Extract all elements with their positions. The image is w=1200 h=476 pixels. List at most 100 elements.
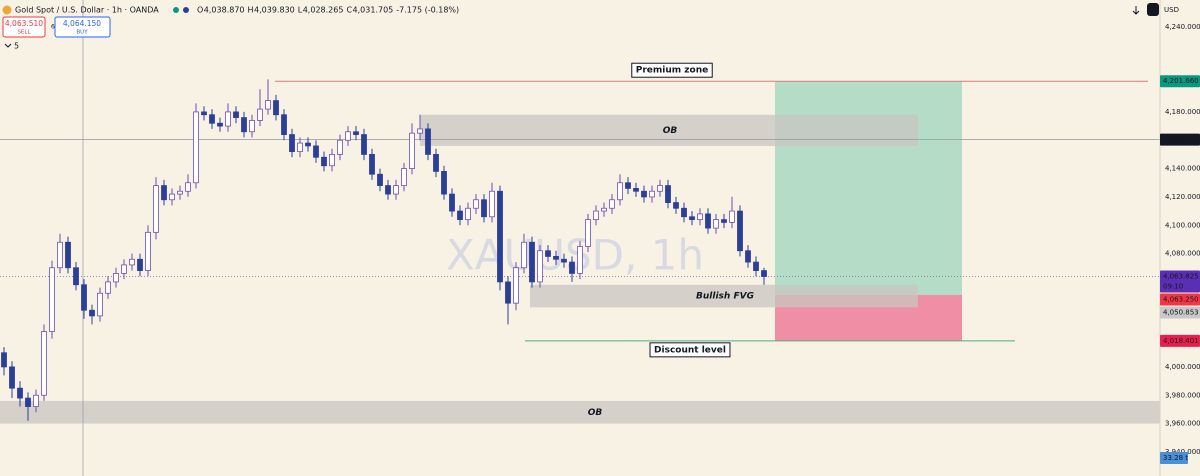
candle-body bbox=[1, 352, 7, 368]
candle-body bbox=[697, 213, 703, 220]
candle-body bbox=[49, 267, 55, 332]
candle-body bbox=[641, 190, 647, 198]
candle-body bbox=[241, 117, 247, 133]
countdown: 09:10 bbox=[1163, 282, 1183, 290]
price-label bbox=[1160, 133, 1200, 146]
candle-body bbox=[593, 210, 599, 220]
candle-body bbox=[737, 210, 743, 252]
candle-body bbox=[41, 331, 47, 396]
zone bbox=[0, 400, 1160, 424]
candle-body bbox=[137, 258, 143, 271]
y-tick-label: 4,180.000 bbox=[1165, 108, 1200, 116]
candle-body bbox=[153, 185, 159, 233]
currency[interactable]: USD bbox=[1164, 6, 1179, 14]
y-tick-label: 4,080.000 bbox=[1165, 250, 1200, 258]
candle-body bbox=[329, 154, 335, 167]
ohlc: O 4,038.870 H 4,039.830 L 4,028.265 C 4,031.705… bbox=[197, 6, 459, 15]
candle-body bbox=[689, 216, 695, 220]
zone-label: Bullish FVG bbox=[696, 292, 754, 302]
label-box bbox=[631, 62, 713, 78]
price-label-text: 4,063.825 bbox=[1163, 272, 1199, 280]
level-label: Discount level bbox=[649, 342, 731, 358]
y-tick-label: 4,100.000 bbox=[1165, 221, 1200, 229]
candle-body bbox=[369, 154, 375, 175]
price-label-text: 4,018.401 bbox=[1163, 337, 1199, 345]
candle-body bbox=[713, 219, 719, 229]
ohlc-key: O bbox=[197, 6, 203, 15]
level-label: Premium zone bbox=[631, 62, 713, 78]
candle-body bbox=[65, 241, 71, 269]
candle-body bbox=[425, 128, 431, 155]
candle-body bbox=[633, 188, 639, 192]
candle-body bbox=[521, 241, 527, 269]
candle-body bbox=[9, 366, 15, 389]
price-label bbox=[1160, 75, 1200, 88]
candle-body bbox=[225, 111, 231, 127]
candle-body bbox=[673, 202, 679, 209]
candle-body bbox=[257, 108, 263, 121]
candle-body bbox=[337, 139, 343, 155]
candle-body bbox=[473, 199, 479, 209]
candle-body bbox=[345, 131, 351, 141]
candle-body bbox=[273, 100, 279, 116]
header: Gold Spot / U.S. Dollar · 1h · OANDA O 4,… bbox=[2, 3, 1179, 51]
candle-body bbox=[553, 256, 559, 260]
y-tick-label: 4,240.000 bbox=[1165, 23, 1200, 31]
profit-area bbox=[775, 81, 962, 295]
symbol: Gold Spot / U.S. Dollar · 1h · OANDA bbox=[15, 6, 159, 15]
zone bbox=[530, 284, 918, 308]
buy-price: 4,064.150 bbox=[63, 19, 101, 28]
candle-body bbox=[57, 241, 63, 269]
candle-body bbox=[481, 199, 487, 218]
zone-label: OB bbox=[588, 408, 603, 418]
candle-body bbox=[625, 182, 631, 189]
price-axis: 4,240.000 4,180.000 4,140.000 4,120.000 4,10… bbox=[1160, 23, 1200, 464]
candle-body bbox=[185, 182, 191, 192]
sell-button[interactable] bbox=[2, 16, 46, 38]
candle-body bbox=[569, 261, 575, 274]
candle-body bbox=[657, 185, 663, 192]
candle-body bbox=[113, 273, 119, 283]
buy-label: BUY bbox=[76, 30, 88, 36]
ohlc-key: H bbox=[248, 6, 254, 15]
y-tick-label: 3,940.000 bbox=[1165, 448, 1200, 456]
status-dot bbox=[173, 7, 179, 13]
candle-body bbox=[305, 142, 311, 147]
buy-button[interactable] bbox=[54, 16, 111, 38]
candle-body bbox=[17, 387, 23, 399]
candle-body bbox=[201, 111, 207, 116]
candle-body bbox=[705, 213, 711, 229]
badge bbox=[1160, 452, 1188, 464]
lock-button[interactable] bbox=[1147, 3, 1159, 16]
candle-body bbox=[577, 246, 583, 274]
indicators-count: 5 bbox=[14, 42, 19, 51]
candle-body bbox=[33, 394, 39, 407]
candle-body bbox=[721, 219, 727, 223]
y-tick-label: 4,140.000 bbox=[1165, 165, 1200, 173]
candle-body bbox=[497, 190, 503, 283]
candle-body bbox=[209, 114, 215, 124]
watermark: XAUUSD, 1h bbox=[446, 231, 704, 280]
price-label-text: 4,063.250 bbox=[1163, 295, 1199, 303]
candle-body bbox=[81, 284, 87, 311]
level-text: Premium zone bbox=[636, 66, 708, 76]
candle-body bbox=[449, 193, 455, 212]
candle-body bbox=[97, 292, 103, 317]
indicators-toggle[interactable] bbox=[4, 43, 12, 48]
candle-body bbox=[313, 145, 319, 158]
candle-body bbox=[745, 250, 751, 263]
scroll-button[interactable] bbox=[1132, 6, 1140, 15]
candle-body bbox=[217, 122, 223, 127]
candle-body bbox=[433, 154, 439, 172]
y-tick-label: 4,000.000 bbox=[1165, 363, 1200, 371]
ohlc-key: C bbox=[346, 6, 352, 15]
candle-body bbox=[145, 231, 151, 271]
candle-body bbox=[105, 281, 111, 294]
candle-body bbox=[505, 281, 511, 304]
candle-body bbox=[681, 207, 687, 218]
candle-body bbox=[401, 168, 407, 186]
candle-body bbox=[409, 132, 415, 169]
candle-body bbox=[761, 270, 767, 277]
